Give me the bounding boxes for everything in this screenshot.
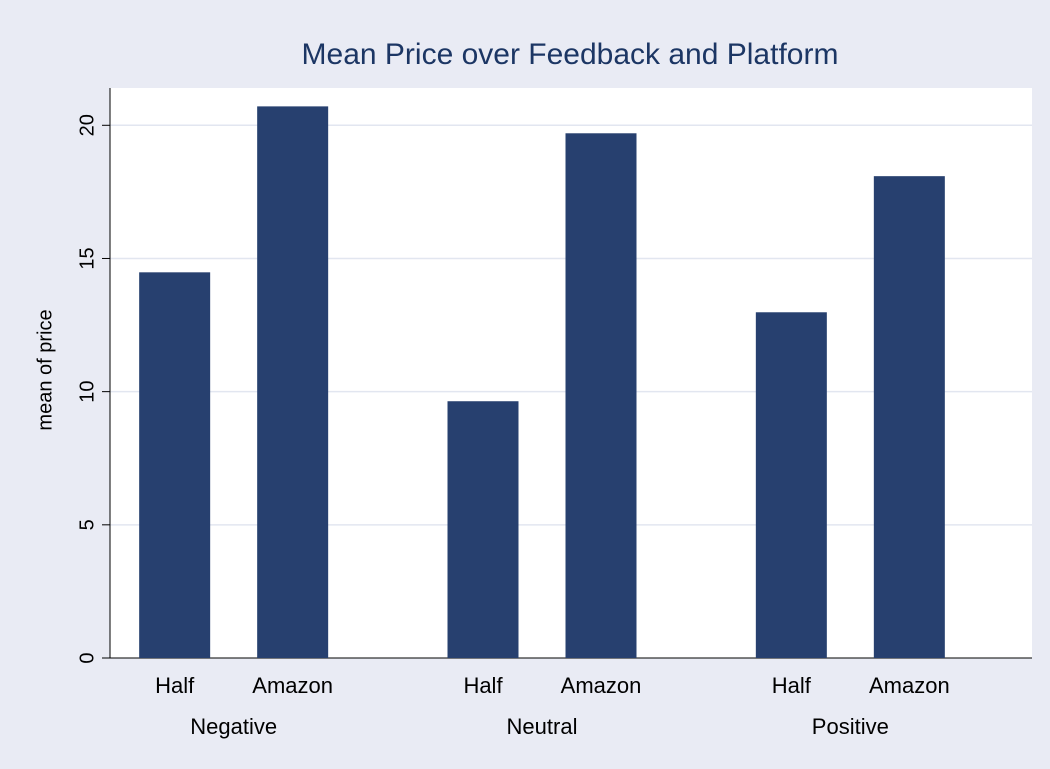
x-tick-label: Half	[463, 673, 503, 698]
bar	[257, 106, 329, 659]
group-label: Neutral	[507, 714, 578, 739]
y-tick-label: 20	[76, 114, 98, 136]
y-tick-label: 15	[76, 247, 98, 269]
bar	[139, 272, 211, 658]
group-label: Negative	[190, 714, 277, 739]
bar	[565, 133, 637, 658]
bar	[755, 312, 827, 658]
x-tick-label: Half	[155, 673, 195, 698]
x-tick-label: Amazon	[252, 673, 333, 698]
x-tick-label: Amazon	[561, 673, 642, 698]
x-tick-label: Amazon	[869, 673, 950, 698]
y-axis-label: mean of price	[34, 309, 56, 430]
bar	[873, 176, 945, 658]
group-label: Positive	[812, 714, 889, 739]
y-tick-label: 0	[76, 652, 98, 663]
y-tick-label: 5	[76, 519, 98, 530]
chart-title: Mean Price over Feedback and Platform	[302, 38, 839, 71]
bar	[447, 401, 519, 658]
y-tick-label: 10	[76, 381, 98, 403]
x-tick-label: Half	[772, 673, 812, 698]
